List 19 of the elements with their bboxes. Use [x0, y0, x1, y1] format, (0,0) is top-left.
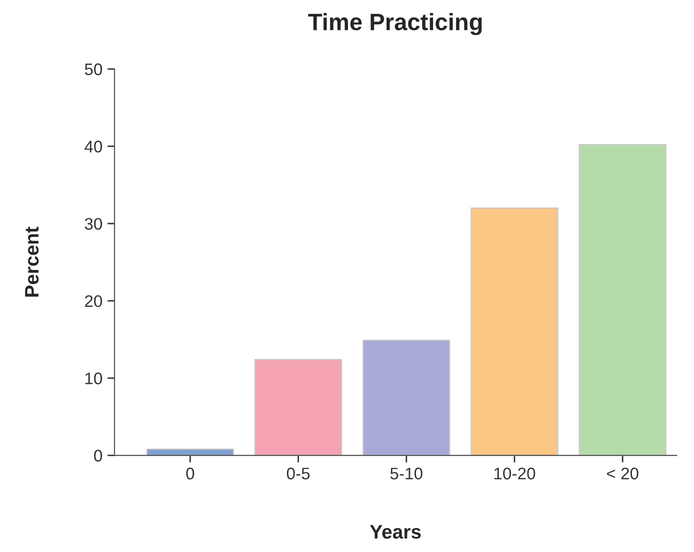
- bar: [578, 144, 666, 456]
- y-axis-title: Percent: [25, 226, 39, 297]
- x-tick-label: 0-5: [286, 468, 310, 480]
- y-tick-label: 50: [84, 63, 102, 76]
- bar: [362, 340, 450, 456]
- y-tick-label: 0: [94, 450, 102, 462]
- chart-title: Time Practicing: [308, 13, 482, 36]
- y-tick-label: 20: [85, 295, 102, 308]
- x-tick-label: 5-10: [390, 468, 422, 480]
- x-tick-label: 0: [186, 468, 194, 480]
- bar: [470, 208, 558, 456]
- x-tick-label: 10-20: [494, 468, 536, 480]
- bar: [254, 359, 342, 456]
- x-tick-label: < 20: [606, 468, 638, 480]
- bar: [146, 448, 234, 456]
- x-axis-title: Years: [370, 525, 421, 539]
- y-tick-label: 10: [85, 372, 102, 384]
- y-tick-label: 30: [84, 218, 102, 230]
- y-tick-label: 40: [84, 140, 102, 152]
